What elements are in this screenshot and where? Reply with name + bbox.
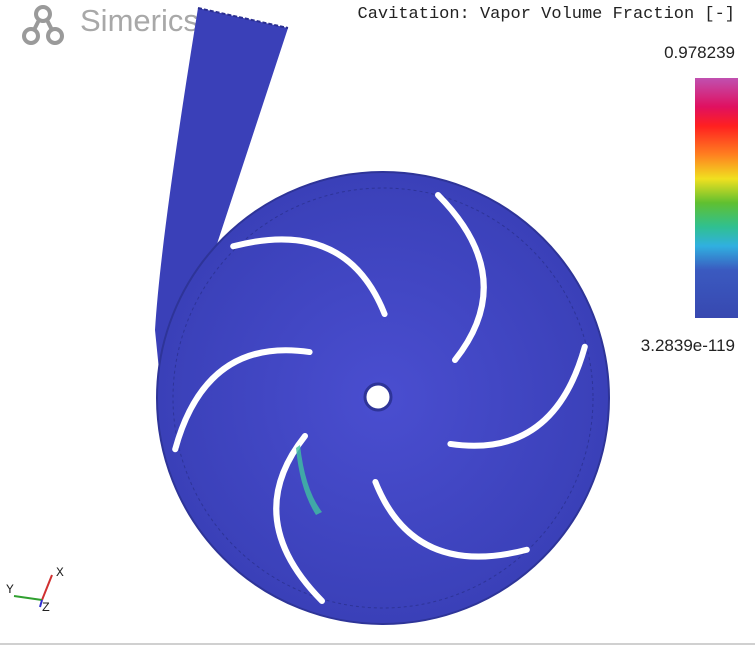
axis-triad: X Y Z: [6, 565, 64, 615]
z-axis-arrow: [39, 599, 43, 608]
logo: Simerics: [22, 3, 199, 45]
blade: [172, 347, 313, 453]
pipe-rim: [197, 7, 289, 29]
x-axis-arrow: [41, 574, 53, 601]
logo-icon: [22, 5, 64, 45]
blade: [435, 192, 487, 363]
y-axis-arrow: [13, 595, 43, 601]
impeller-rim: [172, 187, 594, 609]
colorbar: [695, 78, 738, 318]
hub: [363, 382, 393, 412]
blade: [372, 478, 530, 560]
colorbar-max: 0.978239: [664, 43, 735, 62]
blades: [172, 192, 588, 604]
logo-text: Simerics: [80, 3, 199, 38]
blade: [230, 236, 388, 318]
blade: [447, 343, 588, 449]
vapor-region: [296, 445, 322, 515]
x-axis-label: X: [56, 565, 64, 580]
title: Cavitation: Vapor Volume Fraction [-]: [358, 5, 735, 24]
y-axis-label: Y: [6, 582, 14, 597]
blade: [273, 433, 325, 604]
pump-model: [155, 7, 610, 625]
colorbar-min: 3.2839e-119: [641, 336, 735, 355]
z-axis-label: Z: [42, 600, 50, 615]
